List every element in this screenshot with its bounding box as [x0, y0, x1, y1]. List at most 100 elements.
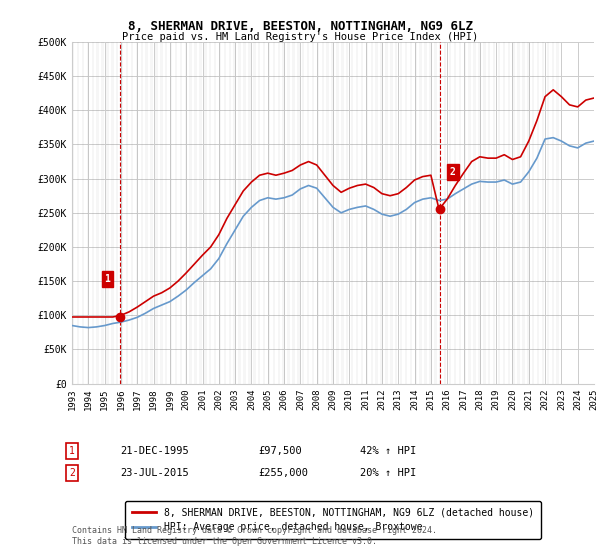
Bar — [185, 42, 187, 384]
Bar — [400, 42, 403, 384]
Bar — [356, 42, 358, 384]
Bar — [380, 42, 383, 384]
Bar — [150, 42, 153, 384]
Text: 2: 2 — [450, 167, 456, 177]
Bar — [508, 42, 510, 384]
Bar — [140, 42, 143, 384]
Bar — [429, 42, 431, 384]
Bar — [493, 42, 496, 384]
Bar — [165, 42, 167, 384]
Bar — [86, 42, 89, 384]
Bar — [351, 42, 353, 384]
Bar — [160, 42, 163, 384]
Bar — [317, 42, 319, 384]
Bar — [204, 42, 206, 384]
Bar — [410, 42, 412, 384]
Text: 1: 1 — [104, 274, 110, 284]
Bar — [478, 42, 481, 384]
Bar — [97, 42, 99, 384]
Bar — [179, 42, 182, 384]
Bar — [272, 42, 275, 384]
Bar — [121, 42, 124, 384]
Bar — [145, 42, 148, 384]
Bar — [365, 42, 368, 384]
Bar — [542, 42, 544, 384]
Bar — [551, 42, 554, 384]
Bar — [390, 42, 392, 384]
Bar — [547, 42, 549, 384]
Bar — [224, 42, 226, 384]
Bar — [341, 42, 344, 384]
Bar — [326, 42, 329, 384]
Text: 2: 2 — [69, 468, 75, 478]
Bar — [106, 42, 109, 384]
Bar — [498, 42, 500, 384]
Text: 1: 1 — [69, 446, 75, 456]
Text: 21-DEC-1995: 21-DEC-1995 — [120, 446, 189, 456]
Bar — [449, 42, 451, 384]
Bar — [253, 42, 256, 384]
Bar — [444, 42, 446, 384]
Text: 42% ↑ HPI: 42% ↑ HPI — [360, 446, 416, 456]
Bar — [209, 42, 211, 384]
Bar — [307, 42, 310, 384]
Bar — [537, 42, 539, 384]
Bar — [454, 42, 456, 384]
Bar — [238, 42, 241, 384]
Bar — [371, 42, 373, 384]
Bar — [297, 42, 299, 384]
Bar — [532, 42, 535, 384]
Bar — [243, 42, 246, 384]
Bar — [464, 42, 466, 384]
Bar — [170, 42, 172, 384]
Bar — [190, 42, 192, 384]
Bar — [302, 42, 304, 384]
Bar — [361, 42, 363, 384]
Bar — [483, 42, 485, 384]
Bar — [292, 42, 295, 384]
Bar — [229, 42, 231, 384]
Bar — [419, 42, 422, 384]
Bar — [395, 42, 397, 384]
Bar — [111, 42, 113, 384]
Bar — [268, 42, 270, 384]
Bar — [488, 42, 490, 384]
Bar — [116, 42, 118, 384]
Bar — [136, 42, 138, 384]
Bar — [194, 42, 197, 384]
Text: 8, SHERMAN DRIVE, BEESTON, NOTTINGHAM, NG9 6LZ: 8, SHERMAN DRIVE, BEESTON, NOTTINGHAM, N… — [128, 20, 473, 32]
Text: £255,000: £255,000 — [258, 468, 308, 478]
Bar — [503, 42, 505, 384]
Bar — [175, 42, 177, 384]
Bar — [214, 42, 217, 384]
Bar — [458, 42, 461, 384]
Bar — [415, 42, 417, 384]
Bar — [258, 42, 260, 384]
Bar — [331, 42, 334, 384]
Bar — [131, 42, 133, 384]
Text: Contains HM Land Registry data © Crown copyright and database right 2024.
This d: Contains HM Land Registry data © Crown c… — [72, 526, 437, 546]
Bar — [346, 42, 349, 384]
Text: Price paid vs. HM Land Registry's House Price Index (HPI): Price paid vs. HM Land Registry's House … — [122, 32, 478, 43]
Legend: 8, SHERMAN DRIVE, BEESTON, NOTTINGHAM, NG9 6LZ (detached house), HPI: Average pr: 8, SHERMAN DRIVE, BEESTON, NOTTINGHAM, N… — [125, 501, 541, 539]
Bar — [77, 42, 79, 384]
Bar — [434, 42, 437, 384]
Bar — [405, 42, 407, 384]
Bar — [248, 42, 251, 384]
Bar — [82, 42, 84, 384]
Bar — [522, 42, 524, 384]
Text: 20% ↑ HPI: 20% ↑ HPI — [360, 468, 416, 478]
Bar — [469, 42, 471, 384]
Bar — [512, 42, 515, 384]
Bar — [283, 42, 285, 384]
Bar — [322, 42, 324, 384]
Bar — [556, 42, 559, 384]
Bar — [233, 42, 236, 384]
Bar — [312, 42, 314, 384]
Bar — [219, 42, 221, 384]
Bar — [336, 42, 339, 384]
Bar — [263, 42, 265, 384]
Bar — [92, 42, 94, 384]
Text: £97,500: £97,500 — [258, 446, 302, 456]
Bar — [101, 42, 104, 384]
